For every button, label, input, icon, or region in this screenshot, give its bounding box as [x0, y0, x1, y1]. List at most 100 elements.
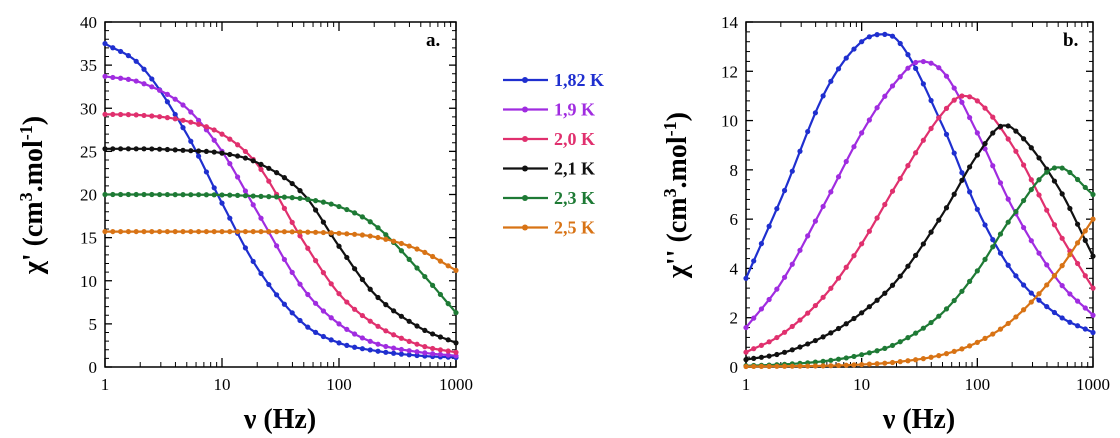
- panel-b-xlabel: ν (Hz): [882, 404, 955, 435]
- panel-a-ylabel-sup2: -1: [16, 125, 36, 140]
- data-point: [102, 146, 108, 152]
- legend-item: 2,0 K: [503, 129, 595, 149]
- legend-label: 2,3 K: [554, 188, 595, 208]
- data-point: [242, 193, 248, 199]
- data-point: [453, 349, 459, 355]
- data-point: [905, 163, 911, 169]
- panel-a-ytick-label: 30: [80, 99, 97, 118]
- data-point: [359, 335, 365, 341]
- data-point: [281, 205, 287, 211]
- data-point: [967, 114, 973, 121]
- panel-b-ytick-label: 14: [721, 13, 739, 32]
- data-point: [352, 331, 358, 337]
- data-point: [313, 258, 319, 264]
- data-point: [967, 164, 973, 170]
- data-point: [781, 274, 788, 280]
- data-point: [352, 306, 358, 312]
- data-point: [951, 97, 957, 103]
- data-point: [414, 246, 420, 252]
- data-point: [125, 228, 131, 235]
- data-point: [1013, 273, 1019, 279]
- data-point: [383, 343, 389, 350]
- series-1-9-K-group: [743, 58, 1096, 331]
- data-point: [766, 339, 772, 345]
- data-point: [982, 335, 988, 341]
- data-point: [227, 192, 233, 198]
- data-point: [367, 233, 373, 239]
- data-point: [164, 99, 170, 105]
- data-point: [437, 258, 443, 264]
- data-point: [1028, 186, 1034, 193]
- data-point: [313, 300, 319, 306]
- data-point: [1028, 177, 1034, 183]
- data-point: [297, 233, 303, 239]
- data-point: [305, 229, 311, 235]
- data-point: [1013, 148, 1019, 154]
- data-point: [422, 273, 428, 280]
- data-point: [943, 131, 950, 137]
- data-point: [1051, 165, 1058, 171]
- data-point: [835, 275, 842, 281]
- data-point: [211, 185, 217, 191]
- data-point: [1036, 297, 1042, 303]
- data-point: [375, 234, 381, 241]
- data-point: [391, 308, 397, 314]
- data-point: [437, 291, 443, 298]
- data-point: [133, 146, 139, 152]
- data-point: [1036, 291, 1042, 297]
- data-point: [375, 323, 381, 329]
- data-point: [1090, 329, 1096, 336]
- data-point: [951, 191, 957, 197]
- data-point: [751, 315, 757, 321]
- data-point: [812, 359, 819, 365]
- data-point: [289, 180, 295, 187]
- data-point: [133, 228, 139, 235]
- data-point: [1044, 303, 1050, 310]
- data-point: [990, 130, 996, 136]
- data-point: [828, 285, 834, 291]
- data-point: [297, 229, 303, 235]
- data-point: [851, 144, 857, 150]
- data-point: [820, 363, 826, 369]
- data-point: [141, 228, 147, 235]
- data-point: [1067, 169, 1073, 176]
- data-point: [1074, 323, 1081, 329]
- data-point: [164, 146, 170, 153]
- data-point: [242, 148, 248, 155]
- data-point: [897, 175, 903, 182]
- legend: 1,82 K 1,9 K 2,0 K 2,1 K 2,3 K 2,5 K: [503, 70, 604, 238]
- data-point: [843, 264, 849, 270]
- data-point: [897, 359, 903, 365]
- data-point: [258, 193, 264, 199]
- data-point: [1044, 282, 1050, 288]
- data-point: [320, 270, 326, 276]
- data-point: [258, 161, 264, 167]
- data-point: [943, 105, 950, 111]
- data-point: [1028, 290, 1034, 296]
- data-point: [375, 348, 381, 354]
- data-point: [274, 229, 280, 235]
- data-point: [751, 355, 757, 361]
- data-point: [266, 178, 272, 184]
- data-point: [344, 326, 350, 332]
- data-point: [274, 292, 280, 298]
- data-point: [859, 310, 865, 316]
- data-point: [164, 191, 170, 198]
- data-point: [406, 348, 412, 354]
- data-point: [974, 152, 980, 158]
- data-point: [297, 195, 303, 201]
- data-point: [874, 105, 880, 111]
- data-point: [196, 153, 202, 159]
- data-point: [1028, 145, 1034, 151]
- data-point: [281, 229, 287, 235]
- data-point: [774, 286, 780, 292]
- data-point: [851, 353, 857, 360]
- data-point: [157, 87, 163, 93]
- series-line: [745, 60, 1094, 329]
- panel-b-ylabel-end: ): [662, 112, 693, 121]
- data-point: [959, 93, 965, 99]
- data-point: [882, 31, 888, 37]
- data-point: [851, 315, 857, 322]
- data-point: [828, 189, 834, 195]
- data-point: [774, 351, 780, 358]
